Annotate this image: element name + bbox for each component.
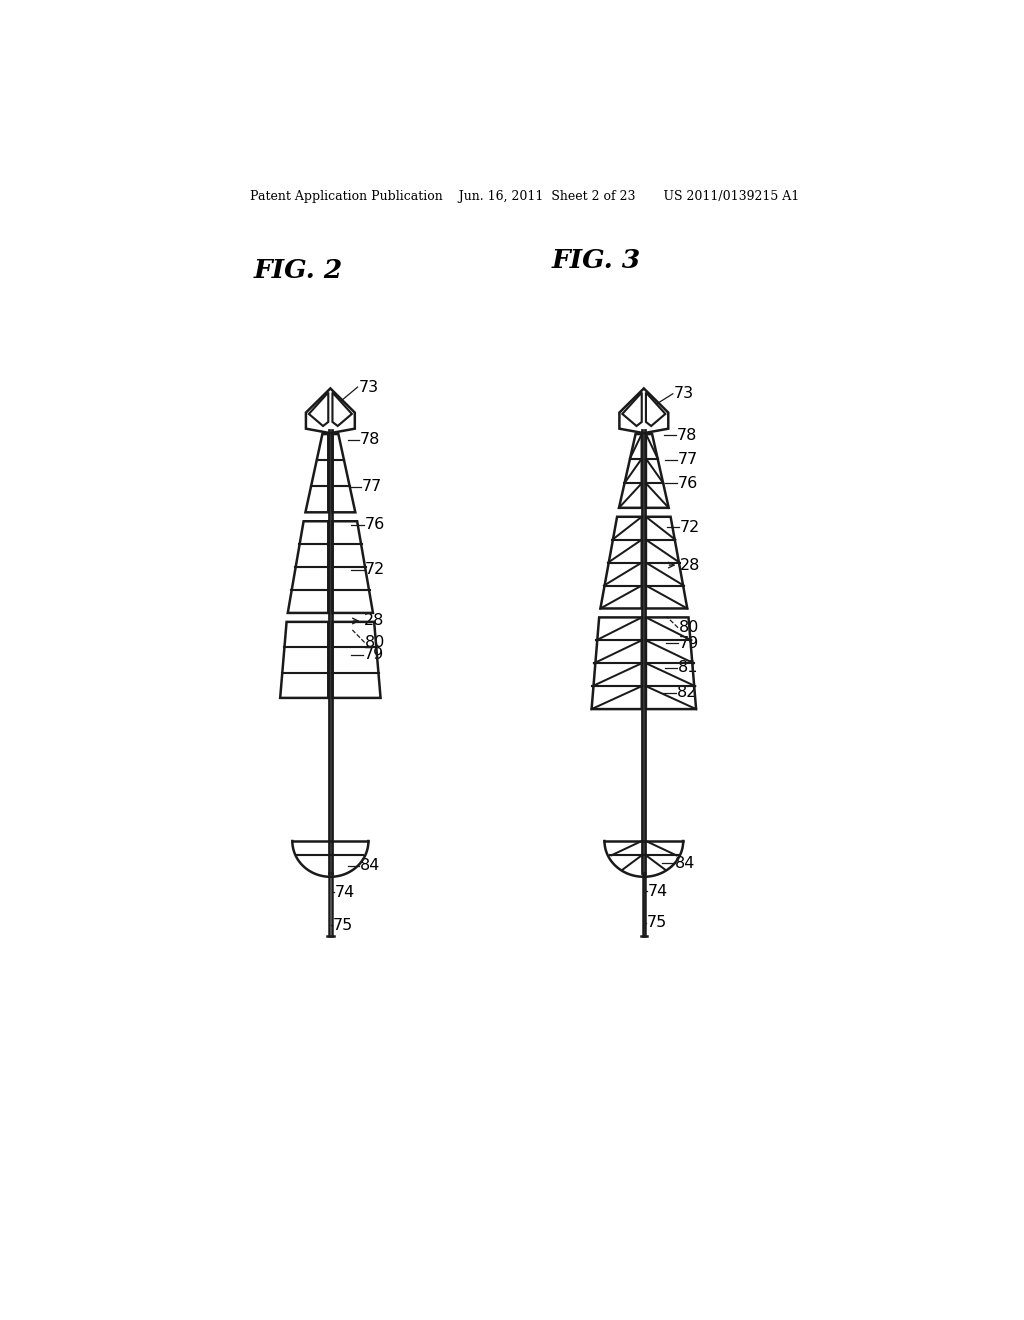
Text: FIG. 2: FIG. 2 xyxy=(254,257,343,282)
Text: 80: 80 xyxy=(679,620,699,635)
Text: 28: 28 xyxy=(680,557,699,573)
Text: 76: 76 xyxy=(678,475,698,491)
Text: 79: 79 xyxy=(679,636,699,651)
Text: 79: 79 xyxy=(364,647,384,663)
Text: 84: 84 xyxy=(675,855,695,871)
Text: 73: 73 xyxy=(358,380,379,395)
Text: 28: 28 xyxy=(364,614,384,628)
Text: Patent Application Publication    Jun. 16, 2011  Sheet 2 of 23       US 2011/013: Patent Application Publication Jun. 16, … xyxy=(250,190,800,202)
Text: FIG. 3: FIG. 3 xyxy=(552,248,641,272)
Text: 78: 78 xyxy=(677,428,697,444)
Text: 84: 84 xyxy=(360,858,381,873)
Text: 72: 72 xyxy=(680,520,699,535)
Text: 77: 77 xyxy=(678,453,698,467)
Text: 74: 74 xyxy=(335,884,354,900)
Text: 75: 75 xyxy=(646,915,667,931)
Text: 72: 72 xyxy=(365,562,385,577)
Text: 80: 80 xyxy=(366,635,386,649)
Text: 77: 77 xyxy=(361,479,382,494)
Text: 76: 76 xyxy=(365,517,385,532)
Text: 82: 82 xyxy=(677,685,697,700)
Text: 75: 75 xyxy=(333,917,353,933)
Text: 81: 81 xyxy=(678,660,698,676)
Text: 73: 73 xyxy=(674,387,693,401)
Text: 74: 74 xyxy=(648,883,669,899)
Text: 78: 78 xyxy=(360,433,381,447)
